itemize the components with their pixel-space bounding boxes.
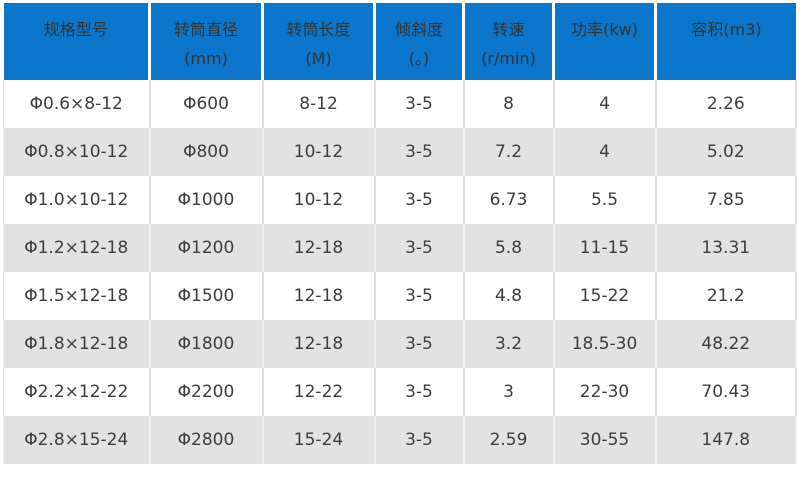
- cell-volume: 70.43: [655, 368, 797, 416]
- cell-inclination: 3-5: [374, 416, 465, 464]
- column-header-volume: 容积(m3): [654, 3, 796, 80]
- cell-model: Φ1.2×12-18: [3, 224, 151, 272]
- table-row: Φ0.6×8-12 Φ600 8-12 3-5 8 4 2.26: [3, 80, 797, 128]
- cell-volume: 13.31: [655, 224, 797, 272]
- cell-inclination: 3-5: [374, 224, 465, 272]
- cell-drum-length: 10-12: [262, 176, 376, 224]
- table-header: 规格型号 转筒直径 (mm) 转筒长度 (M) 倾斜度 (。) 转速 (r: [3, 3, 796, 80]
- spec-table: 规格型号 转筒直径 (mm) 转筒长度 (M) 倾斜度 (。) 转速 (r: [3, 3, 797, 464]
- table-body: Φ0.6×8-12 Φ600 8-12 3-5 8 4 2.26 Φ0.8×10…: [3, 80, 797, 464]
- cell-inclination: 3-5: [374, 128, 465, 176]
- cell-volume: 21.2: [655, 272, 797, 320]
- table-row: Φ2.2×12-22 Φ2200 12-22 3-5 3 22-30 70.43: [3, 368, 797, 416]
- cell-drum-length: 8-12: [262, 80, 376, 128]
- cell-drum-length: 10-12: [262, 128, 376, 176]
- cell-inclination: 3-5: [374, 80, 465, 128]
- table-row: Φ1.2×12-18 Φ1200 12-18 3-5 5.8 11-15 13.…: [3, 224, 797, 272]
- cell-speed: 2.59: [463, 416, 555, 464]
- column-header-unit: (mm): [184, 49, 228, 68]
- cell-speed: 7.2: [463, 128, 555, 176]
- cell-volume: 7.85: [655, 176, 797, 224]
- table-row: Φ1.0×10-12 Φ1000 10-12 3-5 6.73 5.5 7.85: [3, 176, 797, 224]
- cell-drum-length: 12-18: [262, 320, 376, 368]
- cell-drum-length: 12-22: [262, 368, 376, 416]
- table-row: Φ1.5×12-18 Φ1500 12-18 3-5 4.8 15-22 21.…: [3, 272, 797, 320]
- column-header-label: 转速: [492, 20, 525, 39]
- cell-power: 15-22: [553, 272, 657, 320]
- column-header-model: 规格型号: [3, 3, 150, 80]
- cell-drum-length: 15-24: [262, 416, 376, 464]
- cell-speed: 3.2: [463, 320, 555, 368]
- cell-model: Φ1.8×12-18: [3, 320, 151, 368]
- cell-drum-diameter: Φ600: [149, 80, 264, 128]
- cell-volume: 2.26: [655, 80, 797, 128]
- cell-volume: 48.22: [655, 320, 797, 368]
- cell-drum-diameter: Φ1000: [149, 176, 264, 224]
- cell-model: Φ1.5×12-18: [3, 272, 151, 320]
- cell-power: 5.5: [553, 176, 657, 224]
- cell-model: Φ2.8×15-24: [3, 416, 151, 464]
- column-header-drum-diameter: 转筒直径 (mm): [148, 3, 263, 80]
- cell-drum-diameter: Φ1500: [149, 272, 264, 320]
- table-row: Φ0.8×10-12 Φ800 10-12 3-5 7.2 4 5.02: [3, 128, 797, 176]
- cell-model: Φ0.8×10-12: [3, 128, 151, 176]
- cell-model: Φ0.6×8-12: [3, 80, 151, 128]
- column-header-label: 转筒直径: [173, 20, 238, 39]
- column-header-speed: 转速 (r/min): [462, 3, 554, 80]
- column-header-label: 容积(m3): [691, 20, 762, 39]
- column-header-unit: (r/min): [481, 49, 536, 68]
- spec-table-container: 规格型号 转筒直径 (mm) 转筒长度 (M) 倾斜度 (。) 转速 (r: [3, 3, 797, 464]
- cell-power: 11-15: [553, 224, 657, 272]
- cell-power: 4: [553, 128, 657, 176]
- column-header-label: 倾斜度: [394, 20, 443, 39]
- column-header-unit: (。): [408, 49, 430, 68]
- cell-drum-length: 12-18: [262, 272, 376, 320]
- table-row: Φ2.8×15-24 Φ2800 15-24 3-5 2.59 30-55 14…: [3, 416, 797, 464]
- cell-volume: 5.02: [655, 128, 797, 176]
- column-header-label: 转筒长度: [286, 20, 351, 39]
- column-header-inclination: 倾斜度 (。): [373, 3, 464, 80]
- cell-speed: 8: [463, 80, 555, 128]
- column-header-drum-length: 转筒长度 (M): [261, 3, 375, 80]
- cell-speed: 6.73: [463, 176, 555, 224]
- cell-inclination: 3-5: [374, 368, 465, 416]
- header-row: 规格型号 转筒直径 (mm) 转筒长度 (M) 倾斜度 (。) 转速 (r: [3, 3, 796, 80]
- cell-inclination: 3-5: [374, 320, 465, 368]
- cell-drum-length: 12-18: [262, 224, 376, 272]
- cell-speed: 4.8: [463, 272, 555, 320]
- cell-inclination: 3-5: [374, 272, 465, 320]
- cell-volume: 147.8: [655, 416, 797, 464]
- cell-drum-diameter: Φ1200: [149, 224, 264, 272]
- cell-speed: 3: [463, 368, 555, 416]
- cell-model: Φ2.2×12-22: [3, 368, 151, 416]
- cell-inclination: 3-5: [374, 176, 465, 224]
- cell-power: 22-30: [553, 368, 657, 416]
- cell-drum-diameter: Φ2800: [149, 416, 264, 464]
- cell-power: 30-55: [553, 416, 657, 464]
- cell-model: Φ1.0×10-12: [3, 176, 151, 224]
- cell-drum-diameter: Φ2200: [149, 368, 264, 416]
- cell-drum-diameter: Φ800: [149, 128, 264, 176]
- cell-power: 18.5-30: [553, 320, 657, 368]
- column-header-label: 功率(kw): [571, 20, 638, 39]
- column-header-label: 规格型号: [43, 20, 108, 39]
- cell-speed: 5.8: [463, 224, 555, 272]
- column-header-power: 功率(kw): [552, 3, 656, 80]
- column-header-unit: (M): [305, 49, 332, 68]
- cell-drum-diameter: Φ1800: [149, 320, 264, 368]
- table-row: Φ1.8×12-18 Φ1800 12-18 3-5 3.2 18.5-30 4…: [3, 320, 797, 368]
- cell-power: 4: [553, 80, 657, 128]
